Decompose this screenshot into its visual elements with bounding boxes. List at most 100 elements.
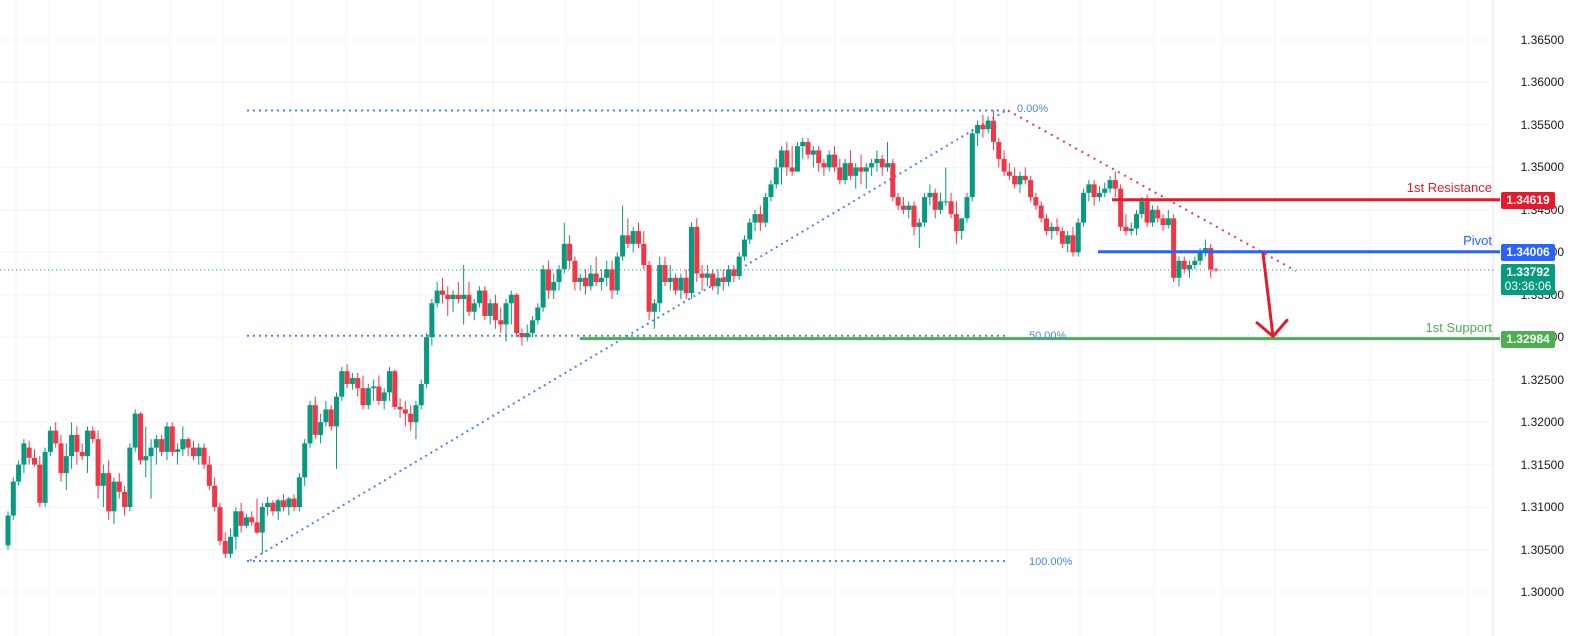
candle-down (948, 201, 954, 215)
current-price-tag: 1.33792 03:36:06 (1501, 264, 1555, 295)
candle-up (302, 443, 308, 478)
candle-down (996, 141, 1002, 159)
price-axis-tick: 1.32500 (1520, 372, 1564, 387)
candle-up (1065, 235, 1071, 244)
candle-up (524, 332, 530, 338)
candle-down (26, 447, 32, 458)
candle-down (646, 265, 652, 312)
candle-down (932, 192, 938, 210)
candle-up (1102, 188, 1108, 193)
candle-up (434, 290, 440, 304)
candle-down (545, 269, 551, 291)
candle-down (281, 500, 287, 508)
candle-down (583, 277, 589, 287)
candle-down (847, 163, 853, 176)
candle-down (1112, 180, 1118, 189)
fib-0-label: 0.00% (1017, 103, 1049, 115)
candle-down (31, 457, 37, 465)
candle-up (959, 218, 965, 232)
candle-up (318, 422, 324, 435)
candle-up (1149, 209, 1155, 223)
candle-up (21, 443, 27, 465)
candle-up (853, 167, 859, 176)
candle-down (376, 386, 382, 401)
candle-up (969, 133, 975, 198)
candle-down (482, 290, 488, 316)
candle-up (535, 307, 541, 321)
support-price-tag: 1.32984 (1501, 331, 1555, 348)
candle-down (858, 167, 864, 172)
candle-up (1187, 265, 1193, 270)
candle-up (461, 294, 467, 300)
candle-up (773, 167, 779, 185)
candle-up (556, 269, 562, 283)
candle-up (471, 303, 477, 312)
candle-down (641, 243, 647, 266)
candle-down (212, 485, 218, 508)
candle-up (180, 439, 186, 450)
candle-up (1192, 260, 1198, 266)
candle-up (477, 290, 483, 304)
candle-down (122, 491, 128, 508)
candle-up (508, 294, 514, 304)
candle-up (143, 456, 149, 461)
candle-up (842, 163, 848, 181)
candle-down (1012, 175, 1018, 185)
candle-down (816, 150, 822, 164)
candle-down (1118, 188, 1124, 227)
candle-down (990, 120, 996, 142)
resistance-label: 1st Resistance (1406, 180, 1492, 195)
candle-up (794, 146, 800, 172)
candle-up (741, 239, 747, 257)
candle-up (1086, 184, 1092, 193)
candle-up (630, 231, 636, 244)
candle-down (344, 371, 350, 384)
candle-up (42, 451, 48, 503)
candle-down (402, 409, 408, 414)
candle-down (1160, 218, 1166, 226)
candle-down (169, 426, 175, 452)
candle-up (228, 536, 234, 554)
candle-up (132, 413, 138, 448)
candle-up (111, 481, 117, 512)
candle-down (466, 294, 472, 312)
candle-up (763, 197, 769, 223)
candle-down (1028, 180, 1034, 198)
candle-down (116, 481, 122, 492)
candle-down (784, 150, 790, 168)
candle-down (90, 430, 96, 440)
candle-up (826, 154, 832, 168)
candle-down (895, 197, 901, 206)
candle-up (726, 269, 732, 283)
candle-down (53, 430, 59, 444)
price-axis-tick: 1.31500 (1520, 457, 1564, 472)
candle-down (206, 464, 212, 486)
projection-arrow-shaft (1261, 251, 1275, 338)
candle-up (63, 456, 69, 474)
candle-up (752, 214, 758, 223)
candle-down (249, 517, 255, 523)
candle-up (429, 303, 435, 338)
candle-up (47, 430, 53, 452)
candle-down (498, 320, 504, 325)
candle-down (74, 434, 80, 452)
candle-down (720, 277, 726, 283)
support-label: 1st Support (1425, 320, 1493, 335)
candle-down (355, 377, 361, 389)
candle-down (1001, 158, 1007, 172)
candle-up (323, 409, 329, 423)
candle-up (530, 320, 536, 333)
candle-down (137, 413, 143, 461)
candle-down (37, 464, 43, 503)
candle-up (16, 464, 22, 482)
candle-up (1096, 192, 1102, 198)
candle-down (1038, 205, 1044, 219)
candle-down (1144, 201, 1150, 223)
candle-up (1202, 248, 1208, 253)
candle-up (365, 388, 371, 406)
candle-up (598, 277, 604, 283)
candle-up (922, 197, 928, 223)
price-axis-tick: 1.32000 (1520, 415, 1564, 430)
